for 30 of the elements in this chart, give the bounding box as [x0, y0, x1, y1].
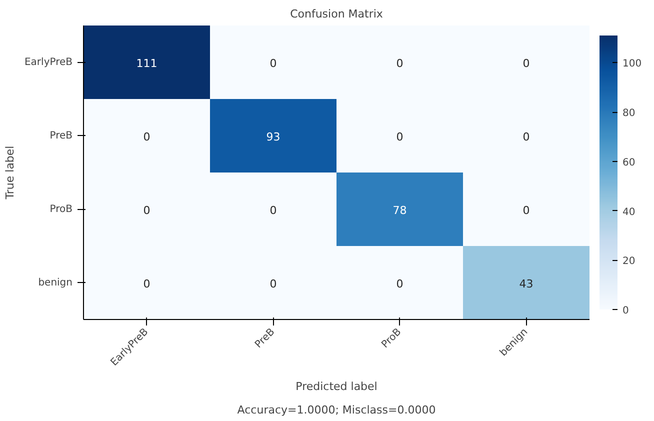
data-label: 111	[136, 56, 158, 70]
data-label: 0	[143, 130, 150, 144]
color-bar-label: 20	[622, 256, 636, 268]
color-bar-label: 0	[622, 306, 629, 316]
data-label: 0	[396, 56, 404, 70]
data-label: 0	[143, 204, 150, 217]
data-label: 0	[522, 204, 530, 217]
data-label: 93	[266, 130, 280, 144]
data-label: 0	[396, 277, 404, 290]
text: Accuracy=1.0000; Misclass=0.0000	[237, 404, 436, 416]
y-tick-label: EarlyPreB	[24, 56, 73, 68]
data-label: 0	[270, 204, 277, 217]
y-tick-label: PreB	[50, 130, 73, 142]
y-tick-label: benign	[38, 277, 73, 288]
data-label: 43	[519, 277, 534, 290]
data-label: 0	[396, 130, 404, 144]
color-bar-label: 100	[622, 58, 642, 70]
y-axis-title: True label	[3, 146, 16, 200]
data-label: 0	[522, 56, 530, 70]
data-label: 0	[522, 130, 530, 144]
y-tick-label: ProB	[50, 204, 73, 215]
data-label: 0	[270, 56, 277, 70]
x-axis-title: Predicted label	[296, 380, 378, 394]
data-label: 0	[143, 277, 150, 290]
color-bar-label: 60	[622, 157, 636, 168]
color-bar-label: 40	[622, 206, 636, 218]
data-label: 0	[270, 277, 277, 290]
data-label: 78	[392, 204, 407, 217]
color-bar-label: 80	[622, 108, 636, 120]
chart-title: Confusion Matrix	[290, 8, 384, 20]
